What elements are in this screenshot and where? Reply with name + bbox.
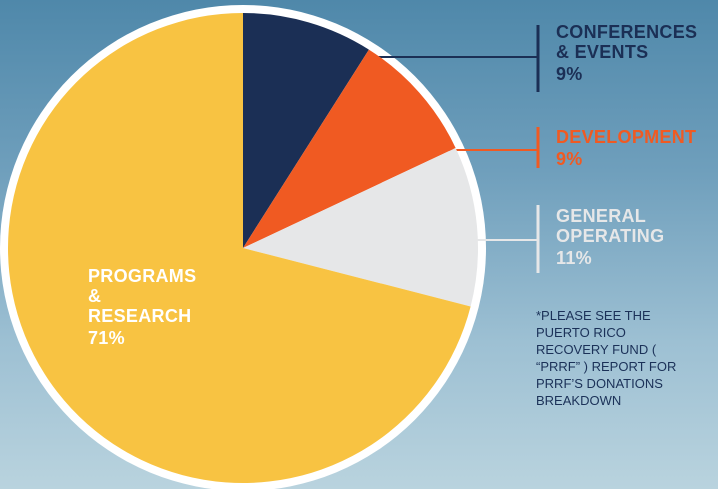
- pie-slice: [243, 49, 456, 248]
- value-label: 9%: [556, 64, 583, 84]
- pie-slice: [243, 13, 369, 248]
- footnote: *PLEASE SEE THE PUERTO RICO RECOVERY FUN…: [536, 308, 677, 408]
- slice-label: GENERAL OPERATING 11%: [556, 206, 686, 268]
- value-label: 11%: [556, 248, 592, 268]
- slice-label: PROGRAMS & RESEARCH 71%: [88, 266, 209, 348]
- slice-label: DEVELOPMENT 9%: [556, 127, 718, 169]
- category-name: DEVELOPMENT: [556, 127, 697, 147]
- category-name: CONFERENCES & EVENTS: [556, 22, 698, 62]
- category-name: PROGRAMS & RESEARCH: [88, 266, 197, 326]
- pie-slice: [243, 147, 478, 307]
- category-name: GENERAL OPERATING: [556, 206, 665, 246]
- pie-slice: [8, 13, 471, 484]
- slice-label: CONFERENCES & EVENTS 9%: [556, 22, 706, 84]
- value-label: 9%: [556, 149, 583, 169]
- value-label: 71%: [88, 328, 125, 348]
